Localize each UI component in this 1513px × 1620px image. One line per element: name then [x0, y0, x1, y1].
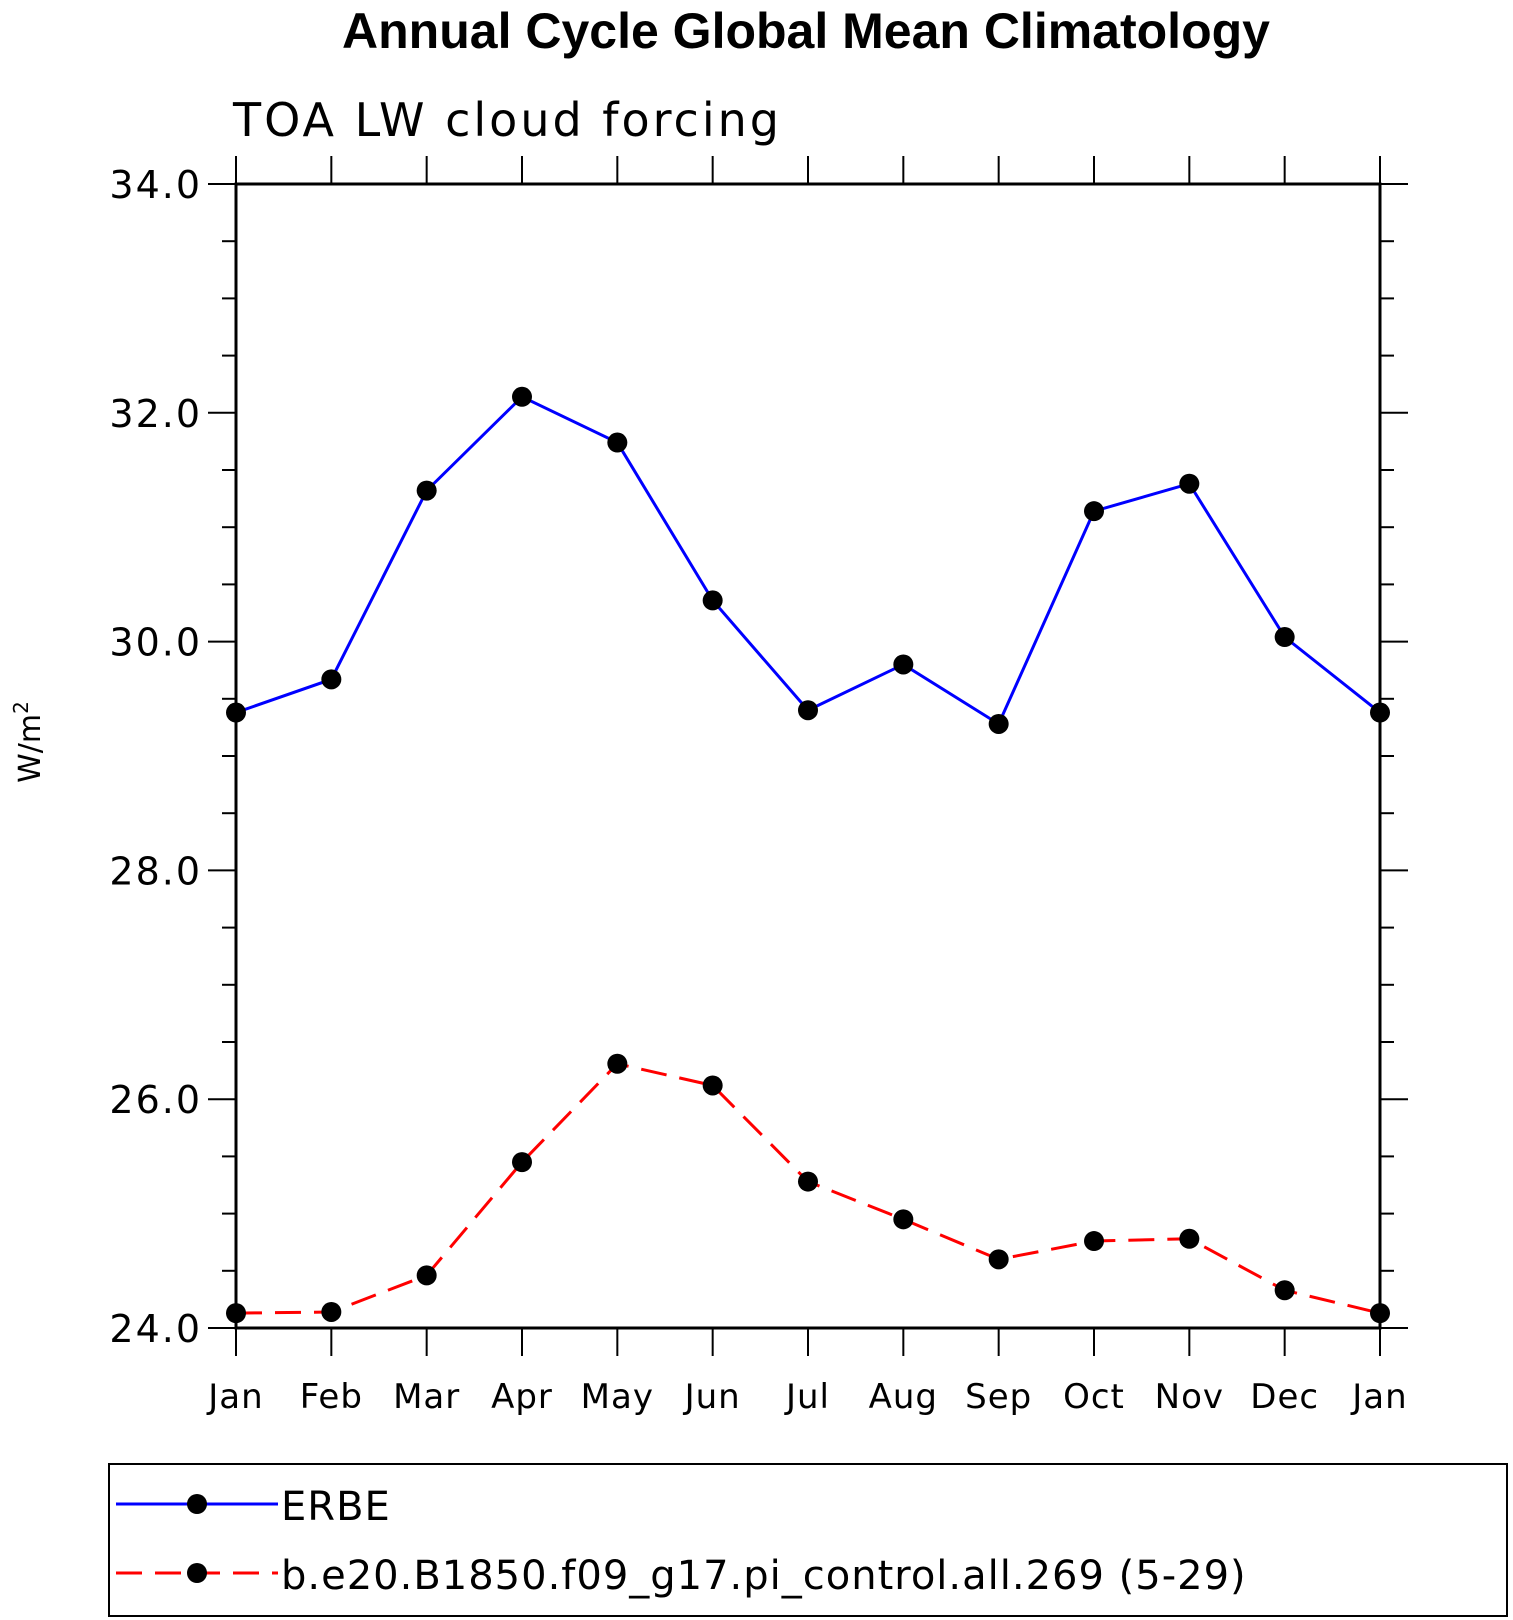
- x-tick-label: Feb: [300, 1377, 363, 1417]
- series-line: [235, 394, 1381, 727]
- data-point: [1084, 1231, 1104, 1252]
- data-point: [321, 1301, 342, 1322]
- x-tick-label: Aug: [869, 1377, 938, 1417]
- series-layer: [226, 386, 1390, 1324]
- data-point: [607, 432, 628, 453]
- data-point: [1274, 627, 1295, 648]
- x-tick-label: Jun: [683, 1377, 741, 1417]
- data-point: [416, 1265, 437, 1286]
- data-point: [226, 1303, 246, 1324]
- y-axis: 24.0 26.0 28.0 30.0 32.0 34.0: [109, 163, 1408, 1351]
- x-tick-label: May: [581, 1377, 654, 1417]
- data-point: [512, 1152, 532, 1173]
- data-point: [1084, 501, 1104, 522]
- y-tick-label: 28.0: [109, 849, 202, 893]
- y-tick-label: 32.0: [109, 392, 202, 436]
- data-point: [1370, 702, 1390, 723]
- legend-label-model: b.e20.B1850.f09_g17.pi_control.all.269 (…: [281, 1553, 1247, 1599]
- data-point: [1274, 1280, 1295, 1301]
- series-1: [226, 1053, 1390, 1324]
- data-point: [321, 669, 342, 690]
- data-point: [607, 1053, 628, 1074]
- data-point: [798, 1171, 818, 1192]
- y-tick-label: 34.0: [109, 163, 202, 207]
- chart-subtitle: TOA LW cloud forcing: [232, 93, 782, 147]
- data-point: [1179, 473, 1200, 494]
- data-point: [226, 702, 246, 723]
- legend-box: [108, 1463, 1508, 1617]
- plot-frame: [234, 182, 1382, 1330]
- data-point: [893, 1209, 914, 1230]
- series-0: [226, 386, 1390, 734]
- y-tick-label: 30.0: [109, 621, 202, 665]
- data-point: [416, 480, 437, 501]
- legend-marker-erbe: [187, 1494, 207, 1514]
- y-axis-label: W/m2: [9, 701, 48, 783]
- data-point: [702, 590, 723, 611]
- x-tick-label: Oct: [1063, 1377, 1125, 1417]
- x-axis: Jan Feb Mar Apr May Jun Jul Aug Sep Oct Nov Dec Jan: [206, 156, 1407, 1417]
- data-point: [702, 1075, 723, 1096]
- y-tick-label: 24.0: [109, 1307, 202, 1351]
- x-tick-label: Apr: [491, 1377, 553, 1417]
- x-tick-label: Jan: [206, 1377, 263, 1417]
- legend-marker-model: [187, 1563, 207, 1583]
- data-point: [988, 1249, 1009, 1270]
- legend-label-erbe: ERBE: [281, 1484, 391, 1530]
- data-point: [988, 713, 1009, 734]
- chart-title: Annual Cycle Global Mean Climatology: [342, 3, 1270, 59]
- x-tick-label: Jan: [1350, 1377, 1407, 1417]
- x-tick-label: Mar: [393, 1377, 460, 1417]
- x-tick-label: Sep: [965, 1377, 1032, 1417]
- y-tick-label: 26.0: [109, 1078, 202, 1122]
- data-point: [893, 654, 914, 675]
- data-point: [1370, 1303, 1390, 1324]
- data-point: [512, 386, 532, 407]
- data-point: [798, 700, 818, 721]
- data-point: [1179, 1228, 1200, 1249]
- legend: ERBE b.e20.B1850.f09_g17.pi_control.all.…: [108, 1463, 1508, 1617]
- plot-border: [234, 182, 1382, 1330]
- x-tick-label: Jul: [784, 1377, 830, 1417]
- x-tick-label: Dec: [1250, 1377, 1319, 1417]
- x-tick-label: Nov: [1155, 1377, 1224, 1417]
